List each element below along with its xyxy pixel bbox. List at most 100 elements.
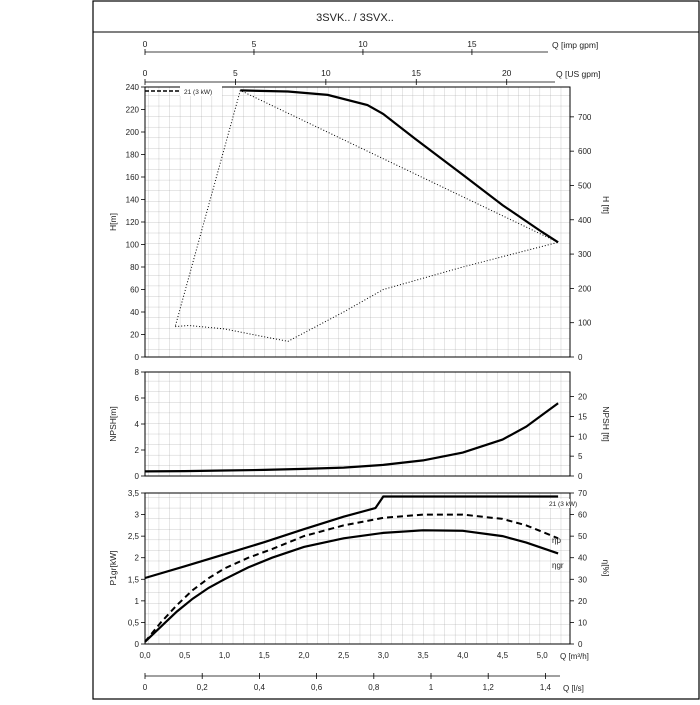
top-tick-label: 10 [358, 39, 368, 49]
m3h-tick-label: 3,0 [378, 651, 390, 660]
bottom-axes: Q [m³/h] Q [l/s] 0,0 0,5 1,0 1,5 2,0 2,5 3,0 3,… [139, 651, 588, 693]
top-axis-imp-label: Q [imp gpm] [552, 40, 598, 50]
m3h-tick-label: 5,0 [537, 651, 549, 660]
head-annotation-text: 21 (3 kW) [184, 89, 212, 96]
top-tick-label: 15 [467, 39, 477, 49]
ls-tick-label: 0,4 [254, 683, 266, 692]
bottom-axis-ls-label: Q [l/s] [563, 684, 584, 693]
left-tick-label: 8 [135, 368, 140, 377]
left-tick-label: 0,5 [128, 618, 140, 627]
left-tick-label: 240 [126, 83, 140, 92]
right-tick-label: 200 [578, 284, 592, 293]
m3h-tick-label: 2,5 [338, 651, 350, 660]
series-0-curve [144, 402, 559, 473]
right-tick-label: 700 [578, 113, 592, 122]
left-tick-label: 6 [135, 394, 140, 403]
npsh-panel: 0 2 4 6 8 0 5 10 15 20 NPSH[m] NPSH [ft] [108, 368, 611, 481]
head-panel: 0 20 40 60 80 100 120 140 160 180 200 220 240 0 100 20… [108, 83, 611, 362]
power-panel: 0 0,5 1 1,5 2 2,5 3 3,5 0 10 20 30 40 50 60 70 P1gr[kW… [108, 489, 611, 649]
series-1-curve [174, 89, 560, 342]
left-tick-label: 20 [130, 331, 139, 340]
ls-tick-label: 0,8 [368, 683, 380, 692]
power-right-ticks: 0 10 20 30 40 50 60 70 [570, 489, 587, 649]
right-tick-label: 0 [578, 353, 583, 362]
right-tick-label: 20 [578, 597, 587, 606]
m3h-tick-label: 1,0 [219, 651, 231, 660]
m3h-tick-label: 1,5 [259, 651, 271, 660]
left-tick-label: 0 [135, 640, 140, 649]
m3h-tick-label: 4,0 [457, 651, 469, 660]
right-tick-label: 100 [578, 319, 592, 328]
left-tick-label: 0 [135, 353, 140, 362]
power-annotation-box [548, 499, 570, 508]
head-left-ticks: 0 20 40 60 80 100 120 140 160 180 200 220 240 [126, 83, 145, 362]
power-annotation: 21 (3 kW) [548, 499, 577, 508]
right-tick-label: 500 [578, 181, 592, 190]
left-tick-label: 80 [130, 263, 139, 272]
ls-tick-label: 1 [429, 683, 434, 692]
m3h-tick-label: 4,5 [497, 651, 509, 660]
top-tick-label: 0 [143, 39, 148, 49]
head-right-axis-label: H [ft] [601, 196, 611, 214]
top-axes: Q [imp gpm] Q [US gpm] 0 5 10 15 0 5 10 15 20 [143, 39, 600, 85]
eta-gr-label: ηgr [552, 561, 564, 570]
right-tick-label: 70 [578, 489, 587, 498]
ls-ticks: 0 0,2 0,4 0,6 0,8 1 1,2 1,4 [143, 673, 552, 692]
head-curves [174, 89, 560, 342]
npsh-left-axis-label: NPSH[m] [108, 406, 118, 441]
series-0-curve [240, 89, 559, 244]
npsh-right-ticks: 0 5 10 15 20 [570, 393, 587, 481]
power-annotation-text: 21 (3 kW) [549, 501, 577, 508]
us-ticks: 0 5 10 15 20 [143, 68, 512, 85]
right-tick-label: 30 [578, 575, 587, 584]
top-tick-label: 10 [321, 68, 331, 78]
series-ηp-curve [144, 513, 559, 643]
m3h-tick-label: 3,5 [417, 651, 429, 660]
left-tick-label: 4 [135, 420, 140, 429]
right-tick-label: 10 [578, 618, 587, 627]
right-tick-label: 300 [578, 250, 592, 259]
left-tick-label: 140 [126, 196, 140, 205]
top-tick-label: 0 [143, 68, 148, 78]
right-tick-label: 50 [578, 532, 587, 541]
right-tick-label: 40 [578, 554, 587, 563]
right-tick-label: 0 [578, 640, 583, 649]
m3h-tick-label: 0,5 [179, 651, 191, 660]
left-tick-label: 120 [126, 218, 140, 227]
left-tick-label: 180 [126, 151, 140, 160]
m3h-tick-label: 0,0 [139, 651, 151, 660]
series-ηgr-curve [144, 529, 559, 643]
m3h-tick-label: 2,0 [298, 651, 310, 660]
m3h-ticks: 0,0 0,5 1,0 1,5 2,0 2,5 3,0 3,5 4,0 4,5 5,0 [139, 651, 548, 660]
bottom-axis-m3h-label: Q [m³/h] [560, 652, 589, 661]
left-tick-label: 0 [135, 472, 140, 481]
npsh-curves [144, 402, 559, 473]
npsh-grid [144, 371, 571, 477]
head-annotation: 21 (3 kW) [145, 85, 222, 96]
series-P1-curve [144, 495, 559, 580]
power-curves [144, 495, 559, 643]
right-tick-label: 20 [578, 393, 587, 402]
top-tick-label: 5 [252, 39, 257, 49]
right-tick-label: 15 [578, 412, 587, 421]
left-tick-label: 3,5 [128, 489, 140, 498]
head-annotation-box [180, 85, 222, 96]
page-title: 3SVK.. / 3SVX.. [316, 12, 394, 24]
left-tick-label: 160 [126, 173, 140, 182]
ls-tick-label: 1,4 [540, 683, 552, 692]
power-right-axis-label: η[%] [601, 559, 611, 576]
power-left-axis-label: P1gr[kW] [108, 551, 118, 586]
left-tick-label: 3 [135, 511, 140, 520]
right-tick-label: 5 [578, 452, 583, 461]
npsh-right-axis-label: NPSH [ft] [601, 406, 611, 441]
ls-tick-label: 1,2 [483, 683, 495, 692]
right-tick-label: 0 [578, 472, 583, 481]
imp-ticks: 0 5 10 15 [143, 39, 477, 55]
head-left-axis-label: H[m] [108, 213, 118, 231]
head-right-ticks: 0 100 200 300 400 500 600 700 [570, 113, 592, 362]
head-grid [144, 86, 571, 358]
left-tick-label: 2 [135, 554, 140, 563]
right-tick-label: 60 [578, 511, 587, 520]
